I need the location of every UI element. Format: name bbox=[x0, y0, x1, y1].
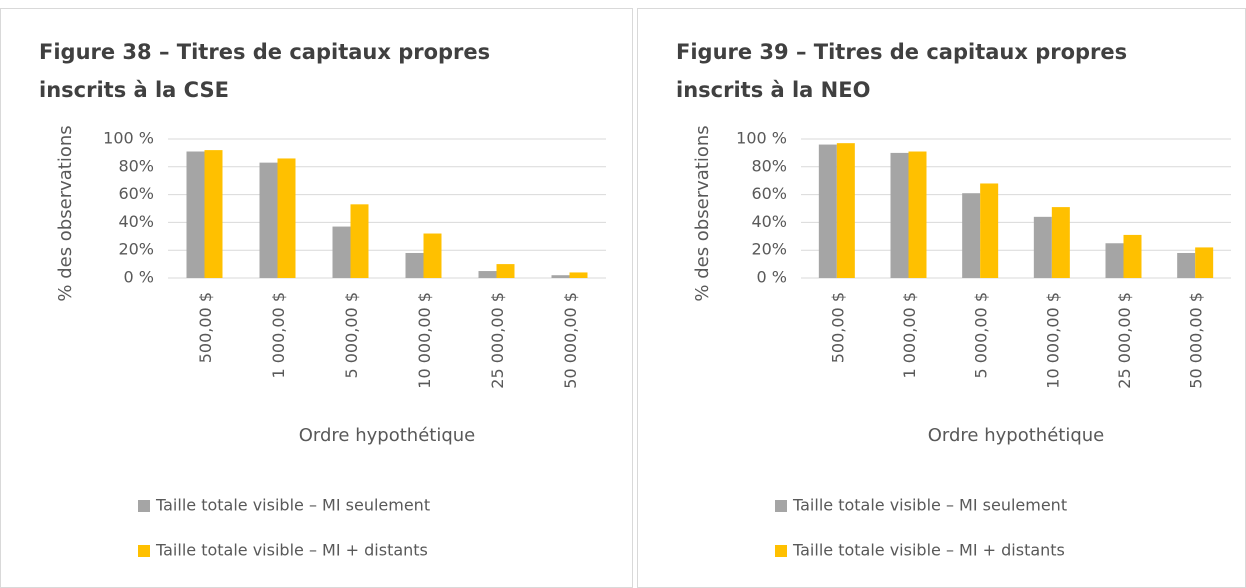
bar bbox=[478, 271, 497, 278]
x-tick-label: 50 000,00 $ bbox=[561, 292, 580, 389]
y-tick-label: 40% bbox=[751, 212, 787, 231]
x-tick-label: 10 000,00 $ bbox=[415, 292, 434, 389]
x-tick-label: 10 000,00 $ bbox=[1043, 292, 1062, 389]
bar bbox=[908, 151, 927, 278]
bar bbox=[980, 183, 999, 278]
bar bbox=[818, 144, 837, 278]
x-tick-label: 1 000,00 $ bbox=[269, 292, 288, 379]
chart: 0 % 20% 40% 60% 80% 100 % 500,00 $ 1 000,00 $ 5 … bbox=[692, 125, 1231, 560]
bar bbox=[332, 226, 351, 278]
legend-label: Taille totale visible – MI + distants bbox=[792, 541, 1065, 560]
bar bbox=[551, 275, 570, 278]
y-tick-label: 100 % bbox=[103, 129, 154, 148]
bar bbox=[836, 143, 855, 278]
bar bbox=[1123, 234, 1142, 278]
x-tick-label: 5 000,00 $ bbox=[972, 292, 991, 379]
legend-label: Taille totale visible – MI seulement bbox=[792, 496, 1067, 515]
bar bbox=[962, 193, 981, 278]
bar bbox=[1177, 252, 1196, 278]
y-tick-label: 100 % bbox=[736, 129, 787, 148]
y-tick-label: 20% bbox=[118, 240, 154, 259]
x-tick-label: 25 000,00 $ bbox=[488, 292, 507, 389]
legend-label: Taille totale visible – MI seulement bbox=[155, 496, 430, 515]
chart-panel: 0 % 20% 40% 60% 80% 100 % 500,00 $ 1 000,00 $ 5 … bbox=[0, 8, 633, 588]
bar bbox=[405, 252, 424, 278]
bar bbox=[186, 151, 205, 278]
y-tick-label: 80% bbox=[118, 156, 154, 175]
x-tick-label: 50 000,00 $ bbox=[1187, 292, 1206, 389]
y-tick-label: 60% bbox=[751, 184, 787, 203]
bar bbox=[423, 233, 442, 278]
x-tick-label: 500,00 $ bbox=[196, 292, 215, 363]
x-axis-title: Ordre hypothétique bbox=[928, 425, 1104, 446]
bar bbox=[277, 158, 296, 278]
legend-swatch bbox=[775, 545, 787, 557]
legend-swatch bbox=[138, 500, 150, 512]
bar bbox=[1105, 243, 1124, 278]
legend-label: Taille totale visible – MI + distants bbox=[155, 541, 428, 560]
y-tick-label: 40% bbox=[118, 212, 154, 231]
bar bbox=[350, 204, 369, 278]
chart-panel: 0 % 20% 40% 60% 80% 100 % 500,00 $ 1 000,00 $ 5 … bbox=[637, 8, 1246, 588]
bar bbox=[890, 152, 909, 278]
x-tick-label: 1 000,00 $ bbox=[900, 292, 919, 379]
x-tick-label: 5 000,00 $ bbox=[342, 292, 361, 379]
chart-title: Figure 38 – Titres de capitaux propres i… bbox=[39, 40, 491, 102]
y-tick-label: 80% bbox=[751, 156, 787, 175]
bar bbox=[569, 272, 588, 278]
bar bbox=[204, 150, 223, 278]
y-tick-label: 60% bbox=[118, 184, 154, 203]
legend-swatch bbox=[138, 545, 150, 557]
bar bbox=[496, 264, 515, 278]
bar bbox=[1033, 216, 1052, 278]
y-tick-label: 0 % bbox=[124, 268, 154, 287]
y-axis-title: % des observations bbox=[55, 125, 76, 301]
legend-swatch bbox=[775, 500, 787, 512]
x-axis-title: Ordre hypothétique bbox=[299, 425, 475, 446]
x-tick-label: 500,00 $ bbox=[828, 292, 847, 363]
chart-title: Figure 39 – Titres de capitaux propres i… bbox=[676, 40, 1128, 102]
bar bbox=[1195, 247, 1214, 278]
x-tick-label: 25 000,00 $ bbox=[1115, 292, 1134, 389]
bar bbox=[1051, 207, 1070, 278]
y-tick-label: 0 % bbox=[757, 268, 787, 287]
y-axis-title: % des observations bbox=[692, 125, 713, 301]
bar bbox=[259, 162, 278, 278]
y-tick-label: 20% bbox=[751, 240, 787, 259]
chart: 0 % 20% 40% 60% 80% 100 % 500,00 $ 1 000,00 $ 5 … bbox=[55, 125, 606, 560]
